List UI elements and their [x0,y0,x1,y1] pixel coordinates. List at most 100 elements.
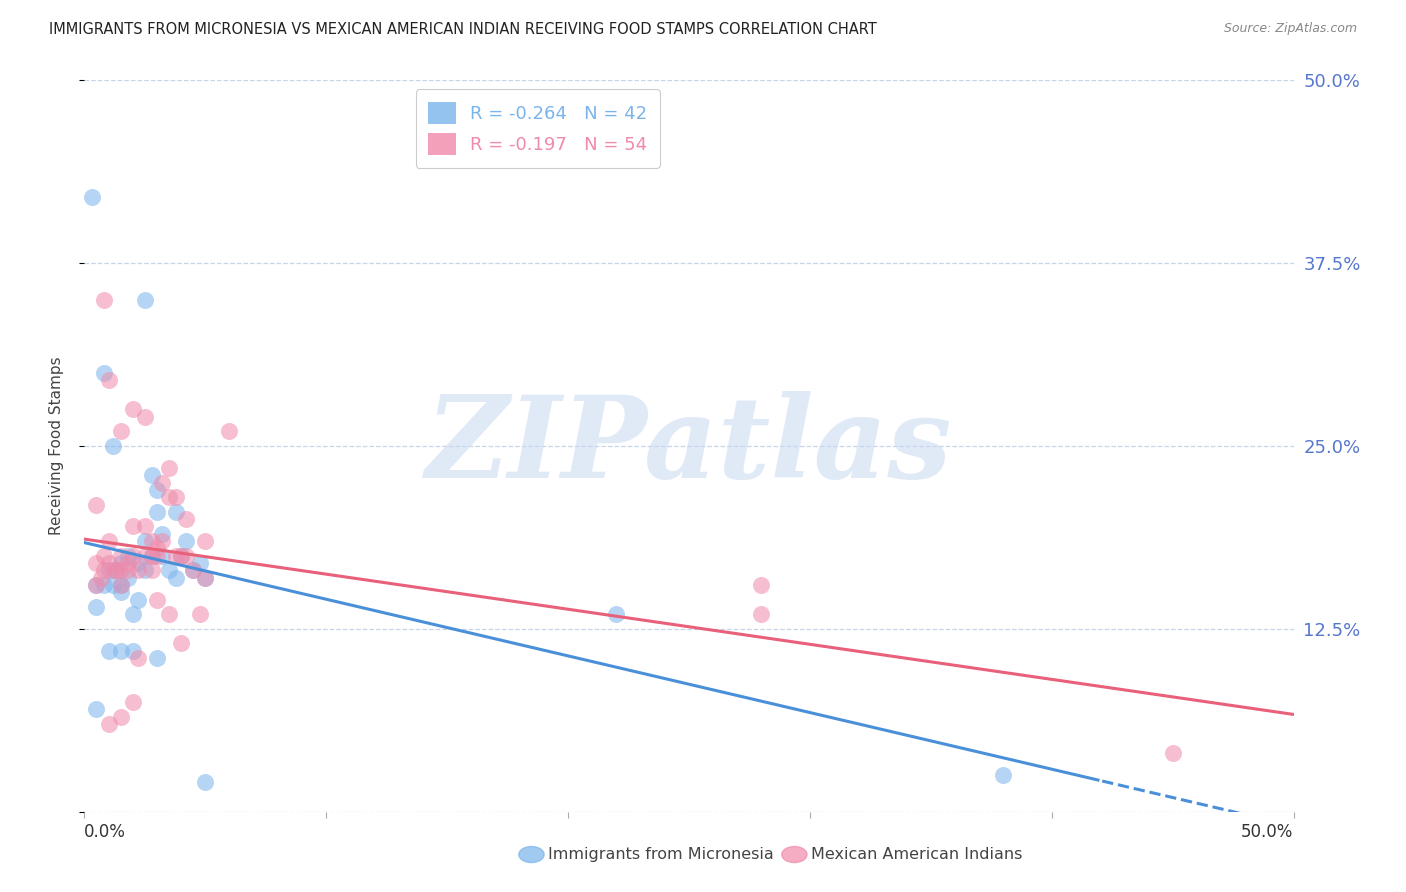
Point [110,644,132,658]
Point [165,571,187,585]
Point [190,556,212,570]
Point [141,549,163,563]
Point [97,563,120,577]
Point [146,549,169,563]
Point [194,534,217,549]
Point [605,607,627,622]
Text: Mexican American Indians: Mexican American Indians [811,847,1022,862]
Point [121,549,143,563]
Point [150,549,173,563]
Point [110,556,132,570]
Point [86,556,108,570]
Point [146,592,169,607]
Point [121,644,143,658]
Point [117,571,139,585]
Text: ZIPatlas: ZIPatlas [426,391,952,501]
Point [97,644,120,658]
Point [1161,746,1184,760]
Point [103,439,125,453]
Point [150,534,173,549]
Point [157,563,180,577]
Point [190,607,212,622]
Point [157,461,180,475]
Point [127,556,149,570]
Point [170,549,193,563]
Point [93,293,115,307]
Legend: R = -0.264   N = 42, R = -0.197   N = 54: R = -0.264 N = 42, R = -0.197 N = 54 [416,89,659,168]
Point [86,498,108,512]
Point [165,505,187,519]
Point [110,578,132,592]
Point [117,556,139,570]
Point [751,607,773,622]
Point [174,512,197,526]
Point [150,475,173,490]
Point [121,402,143,417]
Point [80,190,103,204]
Point [86,578,108,592]
Point [104,563,127,577]
Text: 0.0%: 0.0% [84,823,127,841]
Point [110,585,132,599]
Point [134,549,156,563]
Point [103,578,125,592]
Point [121,607,143,622]
Point [751,578,773,592]
Point [121,695,143,709]
Point [157,490,180,504]
Text: Source: ZipAtlas.com: Source: ZipAtlas.com [1223,22,1357,36]
Point [194,571,217,585]
Y-axis label: Receiving Food Stamps: Receiving Food Stamps [49,357,63,535]
Point [93,563,115,577]
Point [181,563,204,577]
Point [141,534,163,549]
Point [127,592,149,607]
Point [97,556,120,570]
Point [110,425,132,439]
Point [110,563,132,577]
Point [194,571,217,585]
Point [97,717,120,731]
Point [141,563,163,577]
Point [93,578,115,592]
Point [103,563,125,577]
Point [146,651,169,665]
Point [141,468,163,483]
Point [117,563,139,577]
Point [170,549,193,563]
Point [146,505,169,519]
Point [93,549,115,563]
Point [146,483,169,497]
Point [86,702,108,716]
Point [117,549,139,563]
Point [134,534,156,549]
Point [181,563,204,577]
Point [141,549,163,563]
Point [194,775,217,789]
Point [90,571,112,585]
Point [104,563,127,577]
Point [218,425,240,439]
Point [97,534,120,549]
Point [110,709,132,723]
Point [134,409,156,424]
Text: Immigrants from Micronesia: Immigrants from Micronesia [548,847,775,862]
Point [121,519,143,533]
Point [165,549,187,563]
Point [150,526,173,541]
Point [174,549,197,563]
Point [93,366,115,380]
Point [134,519,156,533]
Point [110,578,132,592]
Point [146,541,169,556]
Point [127,563,149,577]
Point [86,599,108,614]
Text: IMMIGRANTS FROM MICRONESIA VS MEXICAN AMERICAN INDIAN RECEIVING FOOD STAMPS CORR: IMMIGRANTS FROM MICRONESIA VS MEXICAN AM… [49,22,877,37]
Point [170,636,193,650]
Point [110,549,132,563]
Point [165,490,187,504]
Point [97,373,120,387]
Point [127,651,149,665]
Point [134,293,156,307]
Point [157,607,180,622]
